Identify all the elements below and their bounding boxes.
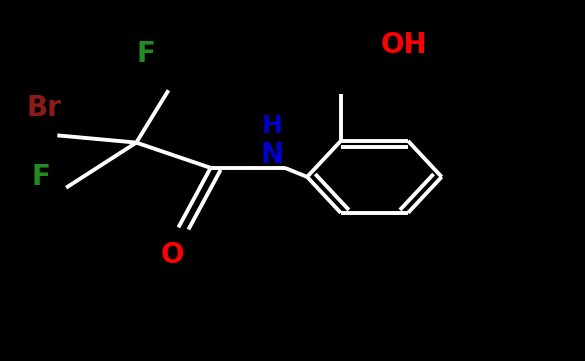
- Text: F: F: [32, 163, 50, 191]
- Text: OH: OH: [380, 31, 427, 59]
- Text: F: F: [137, 40, 156, 68]
- Text: N: N: [260, 141, 284, 169]
- Text: H: H: [261, 114, 283, 138]
- Text: O: O: [161, 240, 184, 269]
- Text: Br: Br: [26, 94, 61, 122]
